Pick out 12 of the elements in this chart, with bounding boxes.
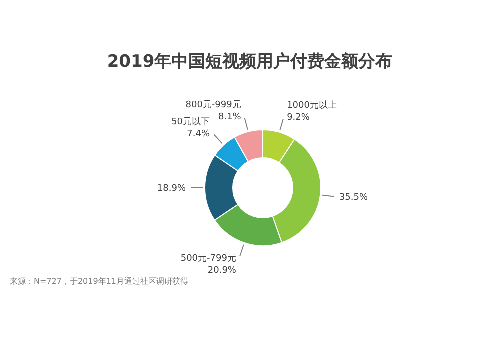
data-label: 9.2% bbox=[287, 113, 310, 124]
slice-label: 1000元以上 bbox=[287, 100, 337, 112]
slice-label: 500元-799元 bbox=[180, 253, 236, 264]
data-label: 20.9% bbox=[208, 266, 237, 276]
slice-label: 50元以下 bbox=[172, 116, 210, 128]
data-label: 8.1% bbox=[218, 112, 242, 122]
data-label: 18.9% bbox=[157, 184, 186, 194]
data-label: 7.4% bbox=[187, 129, 210, 140]
source-note: 来源：N=727，于2019年11月通过社区调研获得 bbox=[10, 276, 188, 287]
slice-label: 800元-999元 bbox=[186, 99, 242, 110]
chart-title: 2019年中国短视频用户付费金额分布 bbox=[106, 51, 394, 73]
data-label: 35.5% bbox=[339, 193, 368, 204]
